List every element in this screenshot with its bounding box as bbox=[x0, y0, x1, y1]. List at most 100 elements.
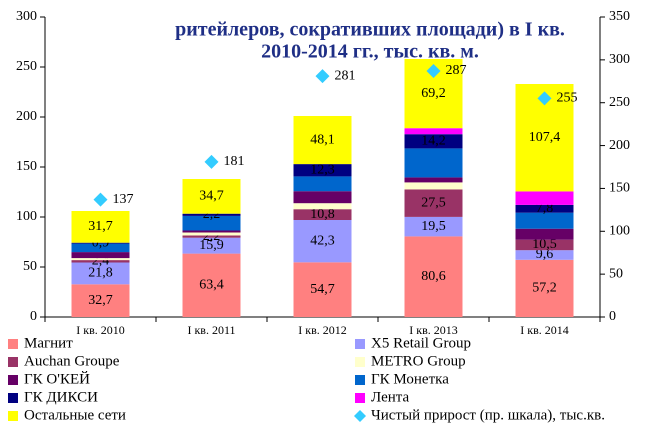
bar-segment bbox=[182, 179, 241, 214]
bar-segment bbox=[182, 213, 241, 216]
bar-segment bbox=[293, 262, 352, 317]
y-tick-label: 100 bbox=[16, 209, 37, 224]
bar-segment bbox=[71, 258, 130, 261]
legend-marker bbox=[8, 375, 18, 385]
bar-segment bbox=[71, 211, 130, 243]
legend-marker bbox=[8, 393, 18, 403]
x-tick-label: I кв. 2012 bbox=[298, 323, 347, 337]
value-label: 10,8 bbox=[310, 207, 335, 222]
marker bbox=[93, 192, 108, 207]
chart-title: 2010-2014 гг., тыс. кв. м. bbox=[261, 41, 479, 63]
bar-segment bbox=[182, 230, 241, 233]
bar-segment bbox=[515, 239, 574, 251]
y-tick-label: 0 bbox=[30, 309, 37, 324]
legend-label: Остальные сети bbox=[24, 407, 126, 423]
legend-label: METRO Group bbox=[371, 353, 466, 369]
marker bbox=[426, 64, 441, 78]
value-label: 181 bbox=[224, 154, 245, 169]
value-label: 19,5 bbox=[421, 219, 446, 234]
bar-segment bbox=[293, 176, 352, 192]
bar-segment bbox=[515, 204, 574, 213]
value-label: 107,4 bbox=[529, 130, 561, 145]
value-label: 281 bbox=[335, 68, 356, 83]
x-tick-label: I кв. 2011 bbox=[187, 323, 235, 337]
value-label: 80,6 bbox=[421, 269, 446, 284]
bar-segment bbox=[404, 148, 463, 178]
y-tick-label: 200 bbox=[16, 109, 37, 124]
bar-segment bbox=[182, 232, 241, 236]
legend-label: ГК Монетка bbox=[371, 371, 449, 387]
bar-segment bbox=[182, 215, 241, 231]
value-label: 54,7 bbox=[310, 282, 335, 297]
value-label: 31,7 bbox=[88, 219, 113, 234]
value-label: 137 bbox=[113, 192, 134, 207]
value-label: 255 bbox=[557, 91, 578, 106]
x-tick-label: I кв. 2010 bbox=[76, 323, 125, 337]
bar-segment bbox=[293, 191, 352, 204]
bar-segment bbox=[71, 242, 130, 244]
y2-tick-label: 300 bbox=[609, 52, 630, 67]
bar-segment bbox=[404, 177, 463, 183]
bar-segment bbox=[404, 216, 463, 237]
bar-segment bbox=[404, 236, 463, 317]
y-tick-label: 150 bbox=[16, 159, 37, 174]
value-label: 27,5 bbox=[421, 195, 446, 210]
legend-marker bbox=[355, 339, 365, 349]
x-tick-label: I кв. 2013 bbox=[409, 323, 458, 337]
legend-label: Чистый прирост (пр. шкала), тыс.кв. bbox=[371, 407, 605, 423]
x-tick-label: I кв. 2014 bbox=[520, 323, 569, 337]
legend-marker bbox=[8, 357, 18, 367]
value-label: 21,8 bbox=[88, 266, 113, 281]
legend-marker bbox=[8, 411, 18, 421]
legend-label: ГК ДИКСИ bbox=[24, 389, 98, 405]
y2-tick-label: 250 bbox=[609, 95, 630, 110]
marker bbox=[204, 154, 219, 169]
bar-segment bbox=[293, 116, 352, 165]
y-tick-label: 50 bbox=[23, 259, 37, 274]
y2-tick-label: 150 bbox=[609, 181, 630, 196]
bar-segment bbox=[71, 262, 130, 285]
bar-segment bbox=[293, 220, 352, 263]
bar-segment bbox=[71, 252, 130, 259]
legend-label: Auchan Groupe bbox=[24, 353, 120, 369]
bar-segment bbox=[71, 284, 130, 317]
value-label: 14,2 bbox=[421, 134, 446, 149]
bar-segment bbox=[515, 259, 574, 317]
legend-label: ГК О'КЕЙ bbox=[24, 370, 90, 387]
y2-tick-label: 100 bbox=[609, 224, 630, 239]
value-label: 42,3 bbox=[310, 233, 335, 248]
value-label: 287 bbox=[446, 63, 467, 78]
bar-segment bbox=[404, 189, 463, 217]
bar-segment bbox=[515, 191, 574, 205]
bar-segment bbox=[515, 228, 574, 240]
legend-marker bbox=[355, 357, 365, 367]
bar-segment bbox=[182, 235, 241, 238]
legend-label: Лента bbox=[371, 389, 409, 405]
value-label: 32,7 bbox=[88, 293, 113, 308]
value-label: 48,1 bbox=[310, 132, 335, 147]
value-label: 10,5 bbox=[532, 237, 557, 252]
bar-segment bbox=[293, 203, 352, 210]
value-label: 69,2 bbox=[421, 86, 446, 101]
y-tick-label: 300 bbox=[16, 9, 37, 24]
legend-label: X5 Retail Group bbox=[371, 335, 471, 351]
legend-marker bbox=[355, 393, 365, 403]
y-tick-label: 250 bbox=[16, 59, 37, 74]
value-label: 15,9 bbox=[199, 238, 224, 253]
y2-tick-label: 50 bbox=[609, 266, 623, 281]
legend-marker bbox=[355, 375, 365, 385]
bar-segment bbox=[515, 250, 574, 260]
bar-segment bbox=[293, 209, 352, 220]
y2-tick-label: 200 bbox=[609, 138, 630, 153]
bar-segment bbox=[293, 164, 352, 177]
bar-segment bbox=[182, 253, 241, 317]
y2-tick-label: 350 bbox=[609, 9, 630, 24]
legend-label: Магнит bbox=[24, 335, 73, 351]
legend-marker bbox=[8, 339, 18, 349]
bar-segment bbox=[404, 134, 463, 149]
marker bbox=[315, 69, 330, 84]
bar-segment bbox=[182, 237, 241, 254]
legend-marker bbox=[354, 410, 366, 422]
value-label: 9,6 bbox=[536, 247, 554, 262]
